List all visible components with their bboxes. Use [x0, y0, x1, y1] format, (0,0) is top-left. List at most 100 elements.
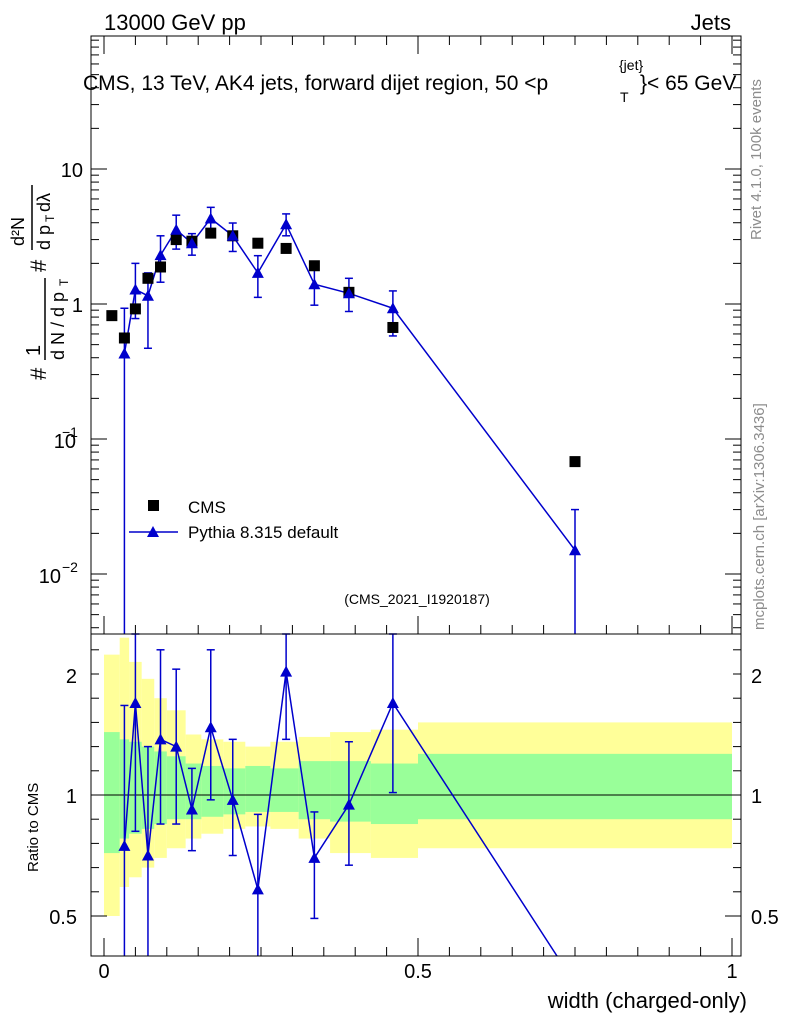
legend-data-label: CMS	[188, 498, 226, 517]
svg-text:d²N: d²N	[8, 217, 28, 246]
ytick-label-10: 10	[61, 160, 83, 182]
data-point	[142, 272, 154, 284]
ratio-point	[154, 733, 167, 745]
ratio-ylabel: Ratio to CMS	[25, 783, 42, 872]
ratio-ytick-1-right: 1	[751, 786, 762, 808]
svg-text:#: #	[26, 367, 51, 380]
mc-point	[226, 229, 239, 241]
inner-band-segment	[201, 765, 224, 817]
mc-point	[170, 223, 183, 235]
mc-error-bars	[120, 206, 579, 634]
analysis-id: (CMS_2021_I1920187)	[344, 591, 490, 607]
main-plot-frame	[90, 35, 742, 635]
mc-point	[141, 289, 154, 301]
data-point	[569, 456, 581, 468]
data-point	[280, 242, 292, 254]
data-point	[106, 310, 118, 322]
ratio-point	[386, 697, 399, 709]
ratio-point	[141, 849, 154, 861]
ratio-point	[226, 793, 239, 805]
data-point	[205, 227, 217, 239]
mc-point	[280, 218, 293, 230]
mc-point	[185, 237, 198, 249]
ratio-point	[280, 665, 293, 677]
chart-title-sup: {jet}	[619, 57, 643, 73]
chart-title: CMS, 13 TeV, AK4 jets, forward dijet reg…	[83, 72, 548, 95]
legend-mc-label: Pythia 8.315 default	[188, 523, 339, 542]
mc-point	[308, 278, 321, 290]
ratio-point	[118, 839, 131, 851]
mc-point	[342, 287, 355, 299]
energy-label: 13000 GeV pp	[104, 10, 246, 35]
main-ylabel: # 1 d N / d p T # d²N d p T dλ	[8, 185, 71, 380]
inner-band-segment	[270, 768, 299, 812]
ratio-axis-ticks	[91, 649, 741, 956]
mc-points	[118, 212, 581, 556]
ratio-point	[342, 798, 355, 810]
main-axis-ticks	[91, 36, 741, 634]
mc-point	[569, 544, 581, 556]
data-points	[106, 227, 581, 468]
mc-point	[251, 266, 264, 278]
svg-text:1: 1	[23, 345, 45, 356]
mc-point	[154, 249, 167, 261]
inner-band-segment	[245, 765, 271, 812]
ratio-point	[129, 697, 142, 709]
legend-mc-marker	[147, 526, 159, 537]
mc-point	[204, 212, 217, 224]
ratio-point	[185, 803, 198, 815]
ratio-ytick-1: 1	[66, 786, 77, 808]
svg-text:d N / d p: d N / d p	[48, 292, 68, 360]
ratio-ytick-2-right: 2	[751, 666, 762, 688]
mc-point	[118, 347, 131, 359]
inner-band-segment	[185, 763, 202, 820]
chart-title-post: }< 65 GeV	[640, 72, 736, 95]
ratio-point	[308, 851, 321, 863]
data-point	[118, 332, 130, 344]
inner-band-segment	[104, 732, 120, 854]
svg-text:d p: d p	[34, 225, 54, 250]
data-point	[170, 234, 182, 246]
ratio-point	[170, 740, 183, 752]
ratio-line	[123, 671, 558, 957]
inner-band-segment	[370, 763, 418, 825]
svg-text:T: T	[43, 214, 57, 222]
ytick-label-0.01: 10	[39, 566, 61, 588]
ratio-point	[204, 721, 217, 733]
ratio-uncertainty-bands	[104, 637, 732, 916]
chart-title-sub: T	[620, 89, 629, 105]
ratio-series-line	[123, 671, 558, 957]
mcplots-label: mcplots.cern.ch [arXiv:1306.3436]	[751, 403, 768, 630]
ytick-label-0.1: 10	[54, 431, 76, 453]
data-point	[308, 260, 320, 272]
data-point	[252, 237, 264, 249]
mc-point	[386, 302, 399, 314]
ratio-point	[251, 883, 264, 895]
ratio-ytick-2: 2	[66, 666, 77, 688]
main-panel: 10 1 10 −1 10 −2 CMS, 13 TeV, AK4 jets, …	[8, 35, 742, 635]
svg-text:dλ: dλ	[34, 193, 54, 212]
data-point	[387, 321, 399, 333]
xtick-label-1: 1	[726, 961, 737, 983]
ytick-label-1: 1	[72, 295, 83, 317]
data-point	[129, 303, 141, 315]
rivet-label: Rivet 4.1.0, 100k events	[748, 79, 765, 240]
ratio-panel: 2 1 0.5 2 1 0.5 0 0.5 1 Ratio to CMS wid…	[25, 633, 779, 1013]
mc-point	[129, 283, 142, 295]
inner-band-segment	[418, 753, 732, 820]
svg-text:T: T	[57, 278, 71, 286]
process-label: Jets	[691, 10, 731, 35]
mc-series-line	[123, 217, 576, 551]
ytick-exp-0.1: −1	[62, 424, 78, 440]
x-axis-label: width (charged-only)	[547, 988, 747, 1013]
svg-text:#: #	[26, 259, 51, 272]
xtick-label-0.5: 0.5	[404, 961, 432, 983]
ratio-points	[118, 665, 399, 895]
data-point	[155, 261, 167, 273]
inner-band-segment	[330, 761, 371, 822]
ytick-exp-0.01: −2	[62, 559, 78, 575]
ratio-ytick-0.5-right: 0.5	[751, 907, 779, 929]
mc-line	[123, 217, 576, 551]
ratio-ytick-0.5: 0.5	[49, 907, 77, 929]
